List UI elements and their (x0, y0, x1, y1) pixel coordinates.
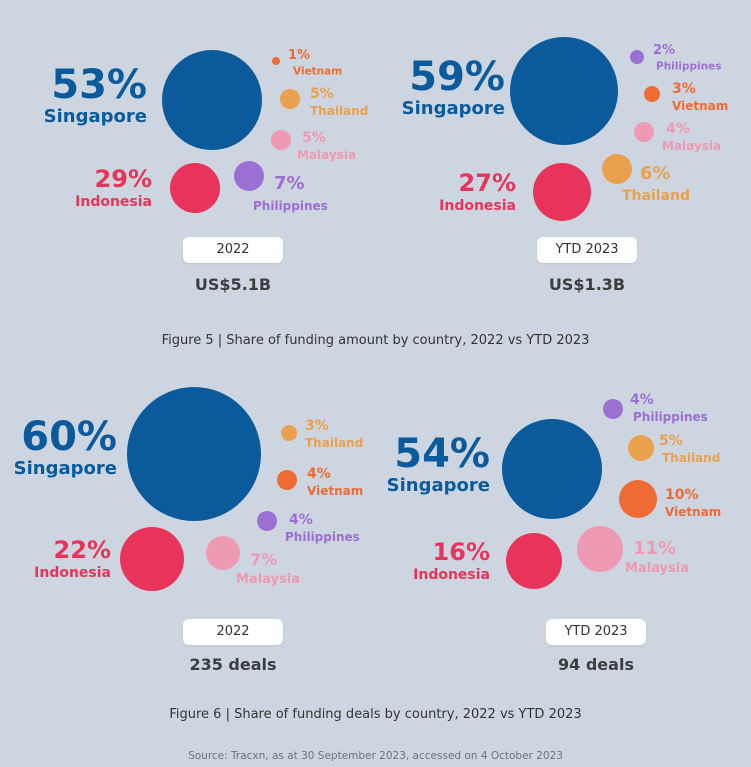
data-label-thailand: 5% (310, 86, 334, 102)
bubble-indonesia (120, 527, 184, 591)
data-label-thailand: 5% (659, 433, 683, 449)
source-note: Source: Tracxn, as at 30 September 2023,… (188, 750, 563, 762)
country-label-malaysia: Malaysia (662, 139, 721, 153)
country-label-malaysia: Malaysia (297, 148, 356, 162)
bubble-vietnam (619, 480, 657, 518)
chart-fig6-ytd2023: 54% Singapore 16% Indonesia 4% Philippines 5% T… (376, 385, 751, 695)
country-label-thailand: Thailand (622, 188, 690, 204)
data-label-indonesia: 16% (433, 538, 490, 566)
country-label-indonesia: Indonesia (75, 194, 152, 210)
period-badge: YTD 2023 (546, 619, 646, 645)
country-label-philippines: Philippines (253, 199, 328, 213)
country-label-indonesia: Indonesia (413, 567, 490, 583)
data-label-vietnam: 4% (307, 466, 331, 482)
data-label-singapore: 60% (21, 414, 117, 460)
period-badge: 2022 (183, 619, 283, 645)
bubble-philippines (630, 50, 644, 64)
country-label-singapore: Singapore (402, 98, 505, 119)
country-label-singapore: Singapore (14, 458, 117, 479)
bubble-indonesia (506, 533, 562, 589)
country-label-philippines: Philippines (656, 61, 721, 73)
country-label-vietnam: Vietnam (293, 66, 342, 78)
data-label-vietnam: 1% (288, 48, 310, 63)
bubble-thailand (280, 89, 300, 109)
data-label-malaysia: 5% (302, 130, 326, 146)
data-label-singapore: 59% (409, 54, 505, 100)
country-label-philippines: Philippines (633, 410, 708, 424)
country-label-vietnam: Vietnam (307, 484, 363, 498)
country-label-indonesia: Indonesia (439, 198, 516, 214)
bubble-philippines (257, 511, 277, 531)
bubble-singapore (502, 419, 602, 519)
bubble-thailand (281, 425, 297, 441)
chart-fig5-ytd2023: 59% Singapore 27% Indonesia 2% Philippines 3% V… (376, 30, 751, 340)
bubble-malaysia (634, 122, 654, 142)
data-label-malaysia: 11% (633, 538, 676, 559)
total-label: US$5.1B (194, 275, 272, 294)
bubble-chart-fig5-2022: 53%Singapore 29%Indonesia 7% Philippines 1% V… (44, 48, 368, 213)
total-label: US$1.3B (548, 275, 626, 294)
bubble-malaysia (271, 130, 291, 150)
total-label: 235 deals (189, 655, 277, 674)
bubble-singapore (510, 37, 618, 145)
bubble-malaysia (206, 536, 240, 570)
bubble-philippines (603, 399, 623, 419)
data-label-indonesia: 27% (459, 169, 516, 197)
country-label-thailand: Thailand (662, 451, 720, 465)
data-label-indonesia: 22% (54, 536, 111, 564)
data-label-malaysia: 7% (250, 550, 277, 569)
data-label-thailand: 6% (640, 163, 671, 184)
bubble-indonesia (170, 163, 220, 213)
country-label-singapore: Singapore (44, 106, 147, 127)
chart-fig5-2022: 53% Singapore 29% Indonesia 7% Philippines 1% V… (0, 30, 375, 340)
country-label-thailand: Thailand (305, 436, 363, 450)
bubble-singapore (127, 387, 261, 521)
bubble-vietnam (272, 57, 280, 65)
data-label-vietnam: 3% (672, 81, 696, 97)
data-label-philippines: 7% (274, 173, 305, 194)
figure-6-caption: Figure 6 | Share of funding deals by cou… (169, 707, 582, 722)
country-label-thailand: Thailand (310, 104, 368, 118)
bubble-indonesia (533, 163, 591, 221)
country-label-vietnam: Vietnam (672, 99, 728, 113)
country-label-malaysia: Malaysia (625, 561, 689, 576)
bubble-singapore (162, 50, 262, 150)
total-label: 94 deals (558, 655, 634, 674)
country-label-indonesia: Indonesia (34, 565, 111, 581)
bubble-vietnam (644, 86, 660, 102)
country-label-malaysia: Malaysia (236, 572, 300, 587)
period-badge: 2022 (183, 237, 283, 263)
chart-fig6-2022: 60% Singapore 22% Indonesia 3% Thailand 4% Viet… (0, 385, 375, 695)
bubble-thailand (628, 435, 654, 461)
country-label-philippines: Philippines (285, 530, 360, 544)
bubble-philippines (234, 161, 264, 191)
bubble-malaysia (577, 526, 623, 572)
data-label-vietnam: 10% (665, 487, 699, 503)
bubble-chart-fig6-2022: 60%Singapore 22%Indonesia 3% Thailand 4% Viet… (14, 387, 363, 591)
data-label-singapore: 53% (51, 62, 147, 108)
data-label-philippines: 4% (630, 392, 654, 408)
bubble-chart-fig6-ytd2023: 54%Singapore 16%Indonesia 4% Philippines 5% T… (387, 392, 721, 589)
country-label-vietnam: Vietnam (665, 505, 721, 519)
data-label-philippines: 4% (289, 512, 313, 528)
data-label-malaysia: 4% (666, 121, 690, 137)
data-label-singapore: 54% (394, 431, 490, 477)
figure-5-caption: Figure 5 | Share of funding amount by co… (161, 333, 590, 348)
data-label-indonesia: 29% (95, 165, 152, 193)
data-label-philippines: 2% (653, 43, 675, 58)
bubble-thailand (602, 154, 632, 184)
data-label-thailand: 3% (305, 418, 329, 434)
bubble-chart-fig5-ytd2023: 59%Singapore 27%Indonesia 2% Philippines 3% V… (402, 37, 728, 221)
period-badge: YTD 2023 (537, 237, 637, 263)
country-label-singapore: Singapore (387, 475, 490, 496)
bubble-vietnam (277, 470, 297, 490)
